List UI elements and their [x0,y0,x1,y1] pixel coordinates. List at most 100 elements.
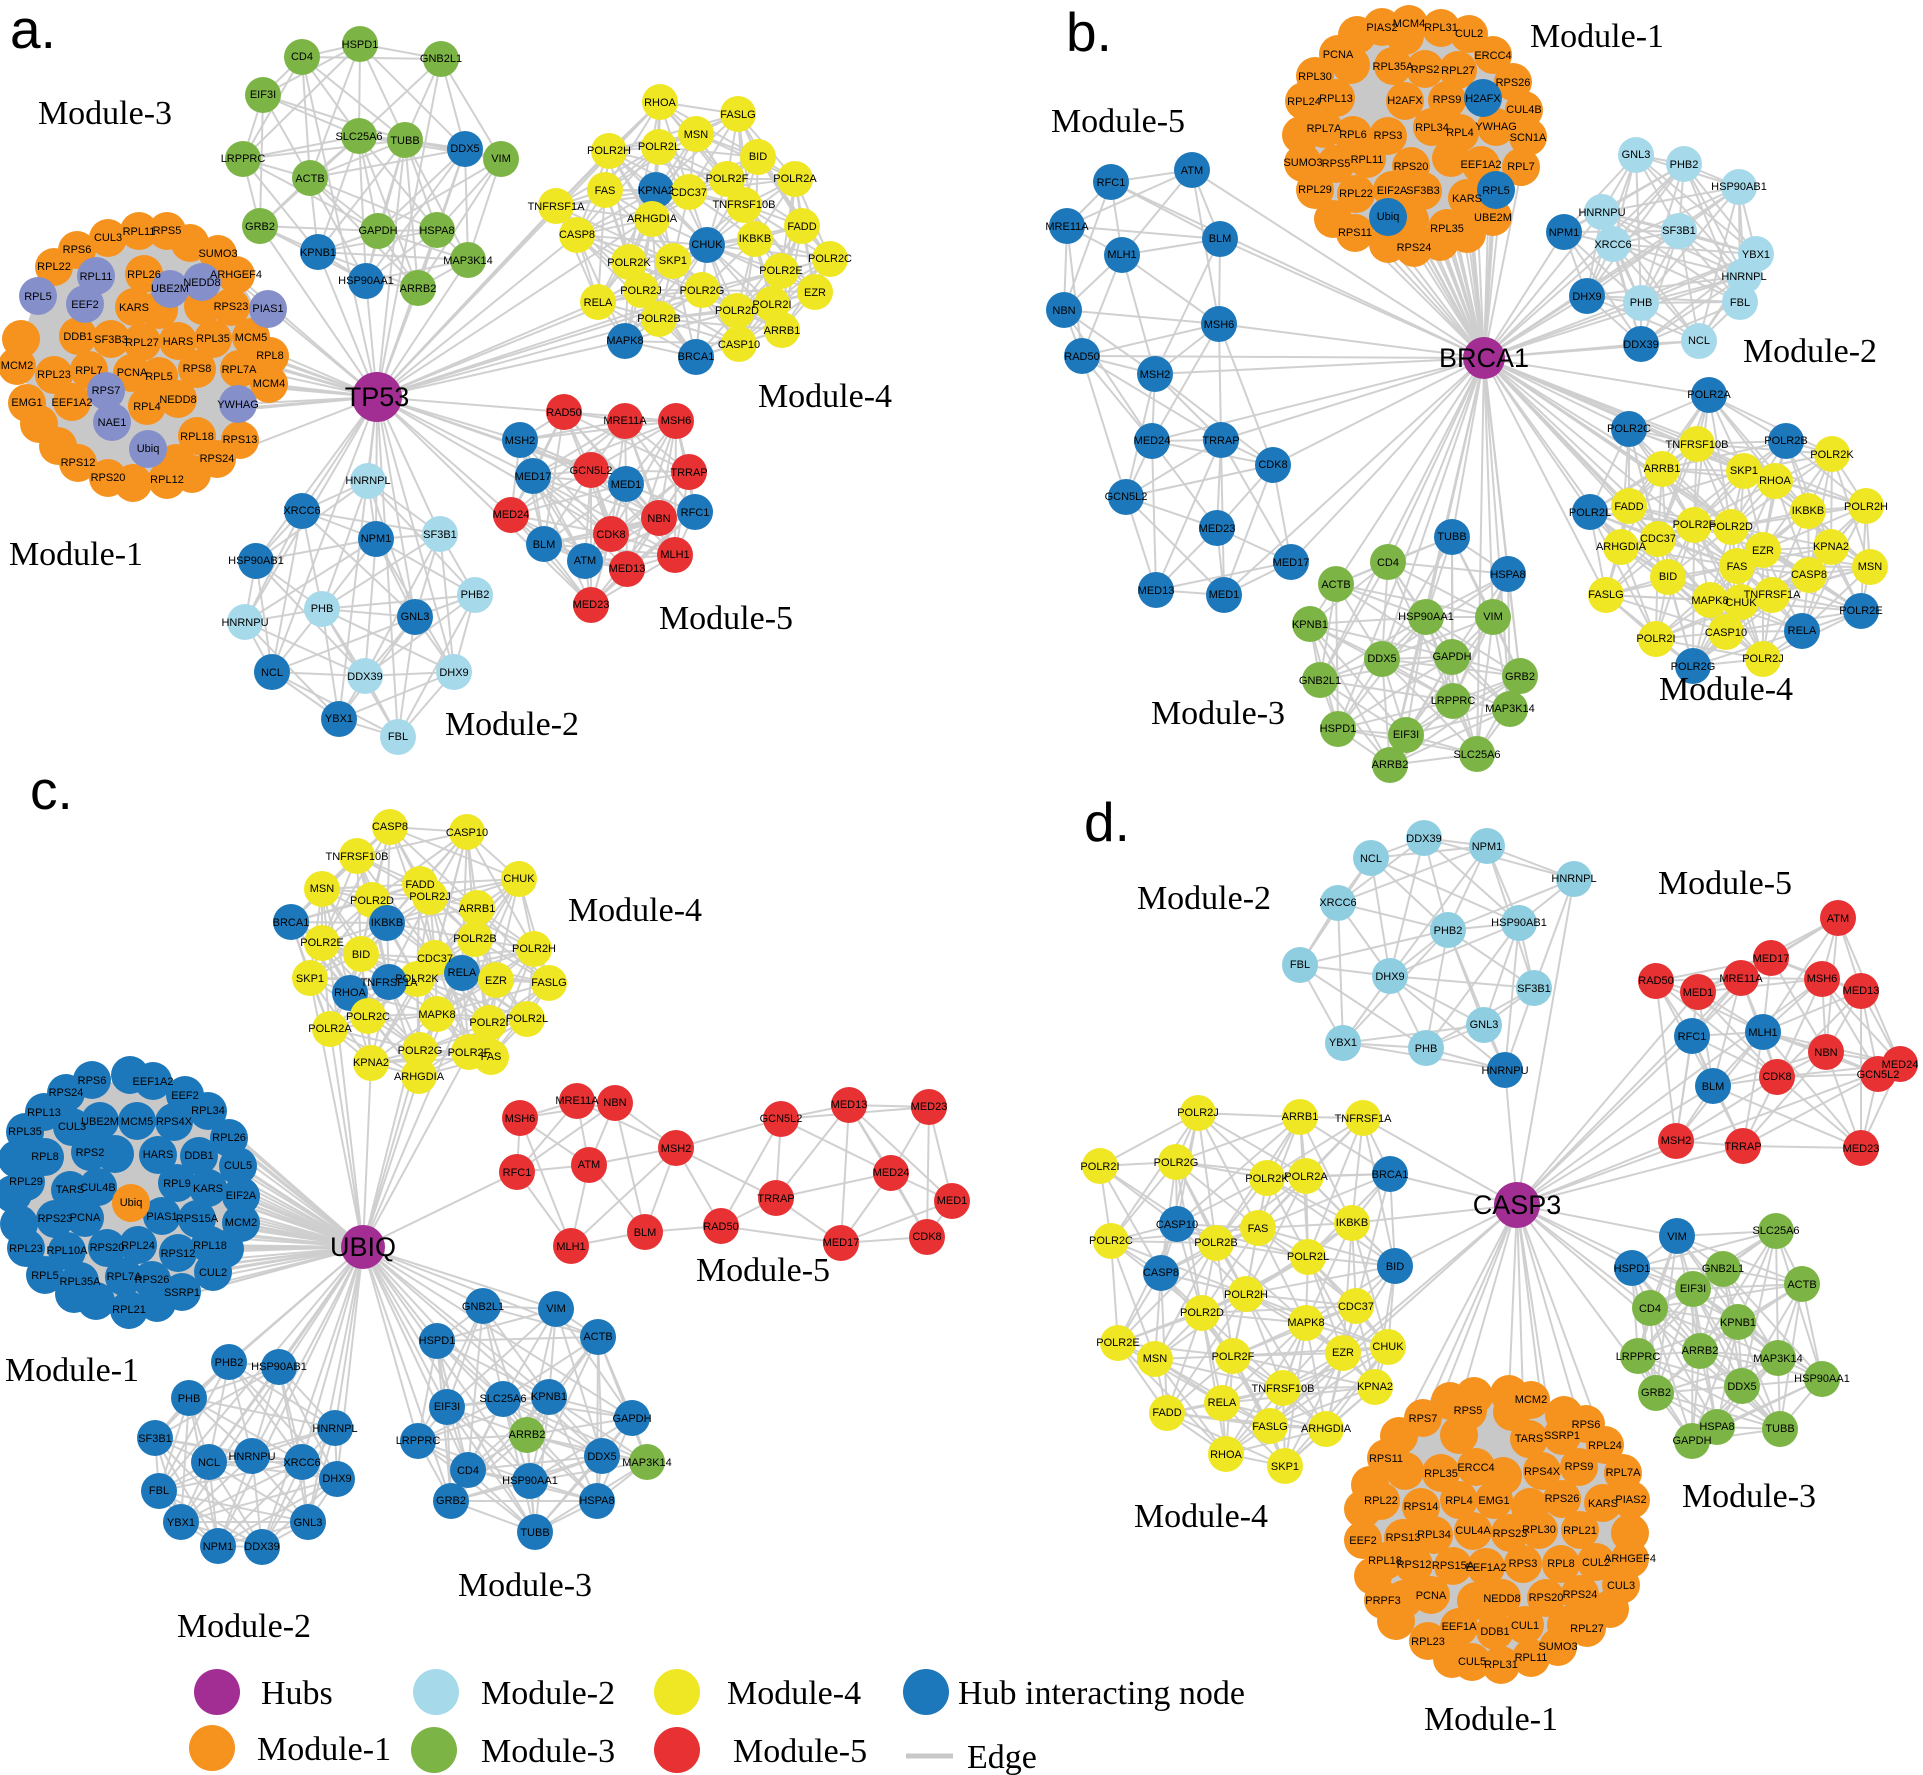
svg-text:IKBKB: IKBKB [739,233,771,245]
svg-text:CUL2: CUL2 [199,1267,227,1279]
svg-text:POLR2I: POLR2I [469,1017,508,1029]
svg-text:POLR2K: POLR2K [1245,1173,1289,1185]
svg-text:NPM1: NPM1 [1472,841,1503,853]
svg-text:Module-5: Module-5 [733,1733,867,1770]
svg-text:FAS: FAS [481,1051,502,1063]
svg-text:UBE2M: UBE2M [151,283,189,295]
svg-text:RPL5: RPL5 [1482,185,1510,197]
svg-text:PIAS1: PIAS1 [146,1211,177,1223]
svg-text:RPS3: RPS3 [1374,130,1403,142]
svg-text:LRPPRC: LRPPRC [396,1435,441,1447]
svg-text:RPL35: RPL35 [196,333,230,345]
svg-text:MAPK8: MAPK8 [1287,1317,1324,1329]
svg-text:MED17: MED17 [823,1237,860,1249]
svg-text:PHB2: PHB2 [461,589,490,601]
svg-text:ERCC4: ERCC4 [1474,50,1511,62]
svg-text:CASP8: CASP8 [559,229,595,241]
svg-text:RPL30: RPL30 [1298,71,1332,83]
svg-text:SF3B3: SF3B3 [1406,185,1440,197]
svg-text:Module-2: Module-2 [481,1675,615,1712]
svg-text:RPL11: RPL11 [123,226,156,238]
svg-text:RPS24: RPS24 [49,1087,84,1099]
svg-text:SLC25A6: SLC25A6 [1752,1225,1799,1237]
svg-text:CUL5: CUL5 [1458,1656,1486,1668]
svg-text:KARS: KARS [193,1183,223,1195]
svg-text:RPS6: RPS6 [78,1075,107,1087]
svg-text:POLR2B: POLR2B [1194,1237,1237,1249]
svg-text:NBN: NBN [647,513,670,525]
svg-text:MSN: MSN [310,883,335,895]
svg-text:MRE11A: MRE11A [603,415,647,427]
svg-text:CDK8: CDK8 [1762,1071,1791,1083]
svg-text:RPS26: RPS26 [1545,1493,1580,1505]
svg-text:RPL23: RPL23 [37,369,71,381]
svg-text:NBN: NBN [603,1097,626,1109]
svg-text:TNFRSF1A: TNFRSF1A [1744,589,1802,601]
svg-text:RELA: RELA [584,297,613,309]
svg-text:SUMO3: SUMO3 [1283,157,1322,169]
svg-text:EMG1: EMG1 [11,397,42,409]
svg-text:MED13: MED13 [1138,585,1175,597]
svg-text:CDK8: CDK8 [912,1231,941,1243]
svg-text:POLR2L: POLR2L [1287,1251,1329,1263]
svg-text:RPS5: RPS5 [1322,158,1351,170]
svg-text:MED24: MED24 [873,1167,910,1179]
svg-text:Module-2: Module-2 [1137,880,1271,917]
svg-text:MED1: MED1 [611,479,642,491]
svg-text:RPS12: RPS12 [61,457,96,469]
svg-text:FBL: FBL [1290,959,1310,971]
svg-text:RPL18: RPL18 [1368,1555,1402,1567]
svg-text:HNRNPL: HNRNPL [312,1423,357,1435]
svg-text:RPL7: RPL7 [1507,161,1535,173]
svg-text:KPNB1: KPNB1 [1720,1317,1756,1329]
svg-text:RPS7: RPS7 [1409,1413,1438,1425]
svg-text:SSRP1: SSRP1 [1544,1430,1580,1442]
svg-text:CHUK: CHUK [691,239,723,251]
svg-text:EZR: EZR [485,975,507,987]
svg-text:Module-5: Module-5 [659,600,793,637]
svg-text:SUMO3: SUMO3 [1538,1641,1577,1653]
svg-text:ATM: ATM [1181,165,1203,177]
svg-text:TUBB: TUBB [390,135,419,147]
svg-text:RPS20: RPS20 [1394,161,1429,173]
svg-text:CUL3: CUL3 [58,1121,86,1133]
svg-text:Module-2: Module-2 [445,706,579,743]
svg-text:CASP3: CASP3 [1473,1190,1562,1220]
svg-text:POLR2K: POLR2K [395,973,439,985]
svg-text:IKBKB: IKBKB [371,917,403,929]
svg-text:Module-1: Module-1 [9,536,143,573]
svg-text:c.: c. [30,759,73,821]
svg-text:MSH6: MSH6 [505,1113,536,1125]
svg-text:Module-4: Module-4 [1134,1498,1268,1535]
svg-text:RPS20: RPS20 [91,472,126,484]
svg-text:POLR2H: POLR2H [1224,1289,1268,1301]
svg-text:XRCC6: XRCC6 [283,1457,320,1469]
svg-text:CDC37: CDC37 [671,187,707,199]
svg-text:SF3B1: SF3B1 [1517,983,1551,995]
svg-text:SCN1A: SCN1A [1510,132,1547,144]
svg-text:RPL11: RPL11 [80,271,113,283]
svg-text:ARRB2: ARRB2 [400,283,437,295]
svg-text:BLM: BLM [533,539,556,551]
svg-text:SLC25A6: SLC25A6 [335,131,382,143]
svg-text:RPL29: RPL29 [1298,184,1332,196]
svg-text:MED24: MED24 [493,509,530,521]
svg-text:DDX5: DDX5 [1727,1381,1756,1393]
svg-text:NCL: NCL [1360,853,1382,865]
svg-text:POLR2E: POLR2E [1096,1337,1139,1349]
svg-text:NPM1: NPM1 [1549,227,1580,239]
svg-text:HSP90AA1: HSP90AA1 [1398,611,1454,623]
svg-text:POLR2J: POLR2J [1742,653,1784,665]
svg-text:Module-5: Module-5 [1658,865,1792,902]
svg-text:RPL31: RPL31 [1484,1659,1518,1671]
svg-text:RPL34: RPL34 [191,1105,225,1117]
svg-text:GNB2L1: GNB2L1 [462,1301,504,1313]
svg-text:TNFRSF10B: TNFRSF10B [1666,439,1729,451]
svg-text:POLR2C: POLR2C [1089,1235,1133,1247]
svg-text:SF3B3: SF3B3 [94,334,128,346]
svg-text:Module-5: Module-5 [1051,103,1185,140]
svg-text:POLR2J: POLR2J [409,891,451,903]
svg-text:RPS14: RPS14 [1404,1501,1439,1513]
svg-text:YBX1: YBX1 [325,713,353,725]
svg-text:KPNA2: KPNA2 [1813,541,1849,553]
